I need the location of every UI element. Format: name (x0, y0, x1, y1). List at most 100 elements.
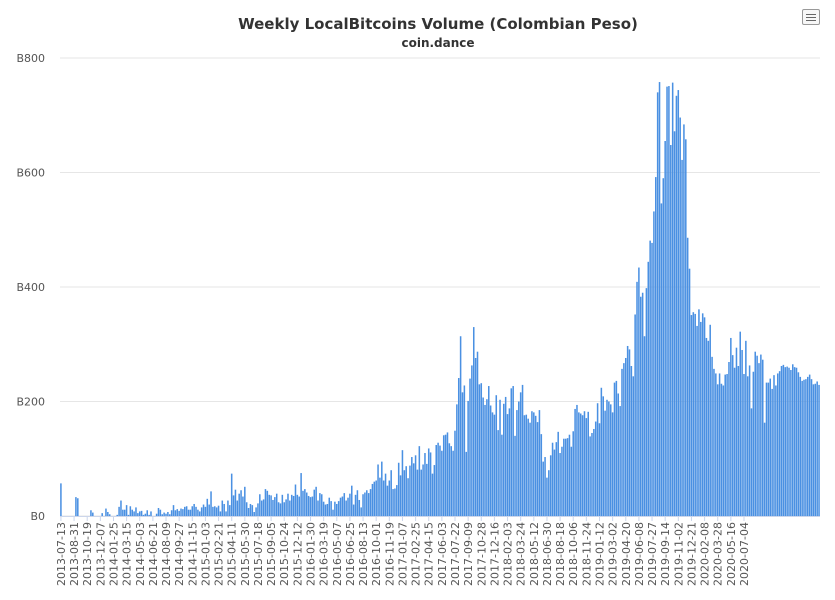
bar[interactable] (632, 376, 635, 516)
bar[interactable] (563, 438, 565, 516)
bar[interactable] (715, 373, 717, 516)
bar[interactable] (495, 395, 498, 516)
bar[interactable] (129, 506, 132, 516)
bar[interactable] (302, 490, 304, 516)
bar[interactable] (638, 267, 640, 516)
bar[interactable] (613, 382, 616, 516)
bar[interactable] (193, 503, 195, 516)
bar[interactable] (531, 411, 533, 516)
bar[interactable] (640, 296, 642, 516)
bar[interactable] (491, 412, 494, 516)
bar[interactable] (478, 384, 481, 516)
bar[interactable] (711, 356, 713, 516)
bar[interactable] (234, 489, 237, 516)
bar[interactable] (467, 400, 469, 516)
bar[interactable] (685, 139, 687, 517)
bar[interactable] (484, 404, 486, 516)
bar[interactable] (148, 514, 150, 516)
bar[interactable] (274, 497, 276, 516)
bar[interactable] (405, 466, 407, 516)
bar[interactable] (645, 288, 648, 516)
bar[interactable] (763, 422, 766, 516)
bar[interactable] (564, 438, 567, 516)
bar[interactable] (576, 404, 578, 516)
bar[interactable] (92, 512, 94, 516)
bar[interactable] (797, 372, 800, 516)
bar[interactable] (579, 413, 582, 516)
bar[interactable] (435, 445, 437, 516)
bar[interactable] (159, 509, 162, 516)
bar[interactable] (737, 366, 740, 516)
bar[interactable] (431, 473, 434, 516)
bar[interactable] (799, 376, 802, 516)
bar[interactable] (523, 415, 526, 516)
bar[interactable] (598, 423, 601, 516)
bar[interactable] (673, 131, 676, 516)
bar[interactable] (264, 489, 267, 516)
bar[interactable] (713, 368, 715, 516)
bar[interactable] (548, 470, 550, 516)
bar[interactable] (452, 450, 454, 516)
bar[interactable] (105, 508, 107, 516)
bar[interactable] (422, 464, 424, 516)
bar[interactable] (281, 494, 284, 516)
bar[interactable] (527, 418, 529, 516)
bar[interactable] (240, 490, 242, 516)
bar[interactable] (660, 203, 663, 517)
bar[interactable] (508, 408, 511, 516)
bar[interactable] (200, 507, 203, 516)
bar[interactable] (287, 493, 289, 516)
bar[interactable] (497, 430, 499, 517)
bar[interactable] (594, 421, 597, 516)
bar[interactable] (184, 506, 186, 516)
bar[interactable] (212, 506, 214, 516)
bar[interactable] (219, 511, 222, 516)
bar[interactable] (337, 501, 340, 516)
bar[interactable] (133, 511, 135, 516)
bar[interactable] (578, 412, 580, 516)
bar[interactable] (294, 484, 297, 516)
bar[interactable] (675, 95, 678, 516)
bar[interactable] (583, 411, 586, 516)
bar[interactable] (369, 489, 372, 516)
bar[interactable] (197, 509, 199, 516)
bar[interactable] (790, 370, 792, 516)
bar[interactable] (745, 340, 747, 516)
bar[interactable] (463, 385, 466, 516)
bar[interactable] (780, 366, 783, 516)
bar[interactable] (792, 364, 794, 516)
bar[interactable] (441, 450, 443, 516)
bar[interactable] (538, 410, 541, 516)
bar[interactable] (718, 373, 721, 516)
bar[interactable] (471, 365, 473, 516)
bar[interactable] (168, 514, 171, 516)
bar[interactable] (185, 506, 188, 516)
bar[interactable] (731, 355, 734, 516)
bar[interactable] (277, 502, 280, 516)
bar[interactable] (574, 408, 576, 516)
bar[interactable] (120, 500, 122, 516)
bar[interactable] (283, 502, 285, 516)
bar[interactable] (600, 387, 603, 516)
bar[interactable] (694, 313, 696, 516)
bar[interactable] (810, 379, 813, 516)
bar[interactable] (354, 494, 357, 516)
bar[interactable] (275, 493, 278, 516)
bar[interactable] (636, 281, 638, 516)
bar[interactable] (279, 503, 282, 516)
bar[interactable] (626, 345, 629, 516)
bar[interactable] (692, 312, 695, 516)
bar[interactable] (315, 486, 317, 516)
bar[interactable] (122, 509, 124, 516)
bar[interactable] (304, 489, 306, 516)
bar[interactable] (664, 141, 666, 516)
bar[interactable] (377, 464, 379, 516)
bar[interactable] (326, 503, 329, 516)
bar[interactable] (510, 388, 513, 516)
bar[interactable] (165, 513, 167, 516)
bar[interactable] (223, 503, 225, 516)
bar[interactable] (758, 363, 760, 516)
bar[interactable] (454, 430, 456, 516)
bar[interactable] (488, 386, 490, 516)
bar[interactable] (776, 373, 779, 516)
